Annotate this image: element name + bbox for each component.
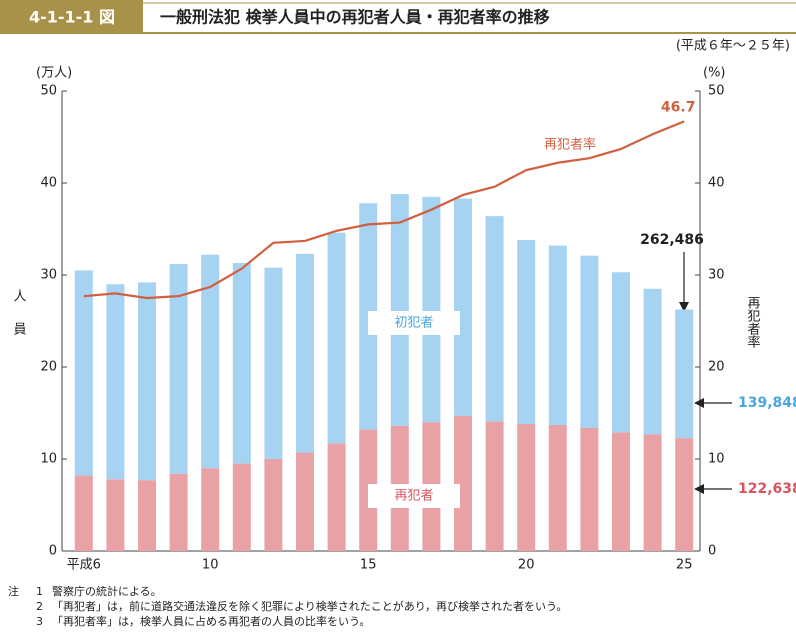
- bar-segment: [232, 263, 251, 464]
- y-tick-label: 20: [40, 360, 57, 375]
- bar-segment: [612, 432, 630, 551]
- bar-segment: [327, 232, 346, 444]
- rate-line: [83, 120, 685, 300]
- y-tick-label: 40: [40, 176, 57, 191]
- y2-unit: (%): [703, 66, 726, 81]
- bar-segment: [454, 415, 472, 551]
- x-tick-label: 10: [202, 558, 219, 573]
- arrow-head: [679, 302, 689, 312]
- subtitle: (平成６年～２５年): [676, 39, 790, 54]
- bar-segment: [169, 473, 188, 551]
- x-tick-label: 20: [518, 558, 535, 573]
- y2-title: 再犯者率: [745, 296, 761, 348]
- bar-segment: [138, 282, 156, 481]
- bar-segment: [138, 480, 156, 551]
- y-tick-label: 0: [49, 544, 57, 559]
- note-text: 警察庁の統計による。: [52, 584, 162, 598]
- bar-segment: [264, 459, 283, 551]
- bar-segment: [74, 475, 93, 551]
- y-tick-label: 30: [40, 268, 57, 283]
- note-number: 1: [36, 585, 43, 598]
- series-label-box: [368, 484, 460, 508]
- notes-marker: 注: [8, 584, 19, 598]
- note-number: 2: [36, 600, 43, 613]
- bar-segment: [485, 421, 504, 551]
- note-text: 「再犯者」は，前に道路交通法違反を除く犯罪により検挙されたことがあり，再び検挙さ…: [52, 599, 567, 613]
- bar-segment: [296, 253, 314, 453]
- note-number: 3: [36, 615, 43, 628]
- value-label: 122,638: [738, 481, 796, 497]
- bar-segment: [675, 309, 694, 439]
- x-tick-label: 25: [676, 558, 693, 573]
- y2-tick-label: 0: [708, 544, 716, 559]
- bar-segment: [169, 263, 188, 474]
- bar-segment: [232, 463, 251, 551]
- bar-segment: [327, 443, 346, 551]
- y2-tick-label: 40: [708, 176, 725, 191]
- y-tick-label: 10: [40, 452, 57, 467]
- series-label-box: [368, 311, 460, 335]
- bar-segment: [675, 438, 694, 551]
- bar-segment: [106, 479, 125, 551]
- series-label: 再犯者: [394, 489, 433, 504]
- y2-tick-label: 10: [708, 452, 725, 467]
- y2-tick-label: 30: [708, 268, 725, 283]
- bar-segment: [264, 267, 283, 459]
- bar-segment: [580, 255, 599, 428]
- bar-segment: [422, 196, 441, 423]
- bar-segment: [485, 216, 504, 422]
- bar-segment: [643, 288, 662, 435]
- value-label: 46.7: [661, 99, 696, 115]
- bar-segment: [296, 452, 314, 551]
- y2-tick-label: 20: [708, 360, 725, 375]
- bar-segment: [548, 424, 567, 551]
- x-tick-label: 15: [360, 558, 377, 573]
- bar-segment: [517, 424, 536, 551]
- y2-tick-label: 50: [708, 84, 725, 99]
- y-title: 人員: [11, 289, 27, 355]
- series-label: 再犯者率: [544, 137, 596, 153]
- y-unit: (万人): [36, 66, 72, 81]
- chart-title: 一般刑法犯 検挙人員中の再犯者人員・再犯者率の推移: [160, 8, 550, 27]
- bar-segment: [390, 194, 409, 426]
- bar-segment: [201, 254, 220, 469]
- figure-id: 4-1-1-1 図: [29, 8, 115, 27]
- bar-segment: [580, 427, 599, 551]
- bar-segment: [454, 198, 472, 416]
- bar-segment: [643, 434, 662, 551]
- bar-segment: [201, 468, 220, 551]
- y-tick-label: 50: [40, 84, 57, 99]
- notes: 1 警察庁の統計による。 2 「再犯者」は，前に道路交通法違反を除く犯罪により検挙され…: [36, 584, 567, 628]
- figure-id-box: [0, 0, 143, 34]
- bar-segment: [612, 272, 630, 433]
- bar-segment: [517, 240, 536, 425]
- bar-segment: [106, 284, 125, 480]
- arrow-head: [694, 398, 704, 408]
- series-label: 初犯者: [394, 316, 433, 331]
- arrow-head: [694, 484, 704, 494]
- note-text: 「再犯者率」は，検挙人員に占める再犯者の人員の比率をいう。: [52, 614, 370, 628]
- bar-segment: [74, 270, 93, 476]
- x-tick-label: 平成6: [67, 558, 101, 573]
- value-label: 139,848: [738, 395, 796, 411]
- total-label: 262,486: [640, 232, 704, 248]
- bar-segment: [548, 245, 567, 425]
